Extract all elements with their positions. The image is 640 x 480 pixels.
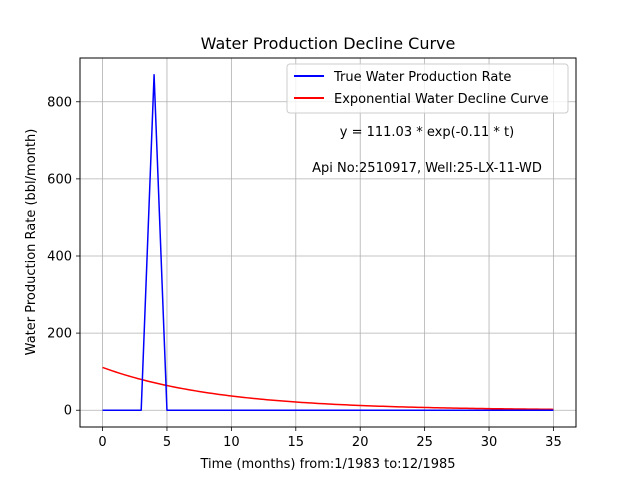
x-tick-label: 10 xyxy=(223,435,240,450)
legend-box xyxy=(286,63,569,114)
y-axis-label: Water Production Rate (bbl/month) xyxy=(24,129,39,356)
x-axis-label: Time (months) from:1/1983 to:12/1985 xyxy=(199,457,455,472)
y-tick-label: 0 xyxy=(64,404,72,419)
x-tick-label: 25 xyxy=(416,435,433,450)
y-tick-label: 400 xyxy=(47,249,72,264)
fit-equation-annotation: y = 111.03 * exp(-0.11 * t) xyxy=(340,125,514,140)
x-tick-label: 35 xyxy=(545,435,562,450)
axis-ticks: 0 5 10 15 20 25 30 35 0 200 400 600 800 xyxy=(47,95,562,450)
plot-series xyxy=(102,74,554,411)
x-tick-label: 0 xyxy=(98,435,106,450)
y-tick-label: 800 xyxy=(47,95,72,110)
plot-frame xyxy=(79,57,577,428)
x-tick-label: 20 xyxy=(352,435,369,450)
y-tick-label: 600 xyxy=(47,172,72,187)
legend-label-decline-curve: Exponential Water Decline Curve xyxy=(334,92,549,107)
x-tick-label: 30 xyxy=(481,435,498,450)
well-info-annotation: Api No:2510917, Well:25-LX-11-WD xyxy=(312,161,542,176)
chart-title: Water Production Decline Curve xyxy=(201,34,456,53)
x-tick-label: 15 xyxy=(288,435,305,450)
x-tick-label: 5 xyxy=(163,435,171,450)
series-line-decline-curve xyxy=(102,366,554,411)
legend: True Water Production Rate Exponential W… xyxy=(286,63,569,114)
grid xyxy=(80,58,576,427)
legend-label-true-rate: True Water Production Rate xyxy=(333,70,511,85)
series-line-true-rate xyxy=(102,74,554,411)
y-tick-label: 200 xyxy=(47,327,72,342)
